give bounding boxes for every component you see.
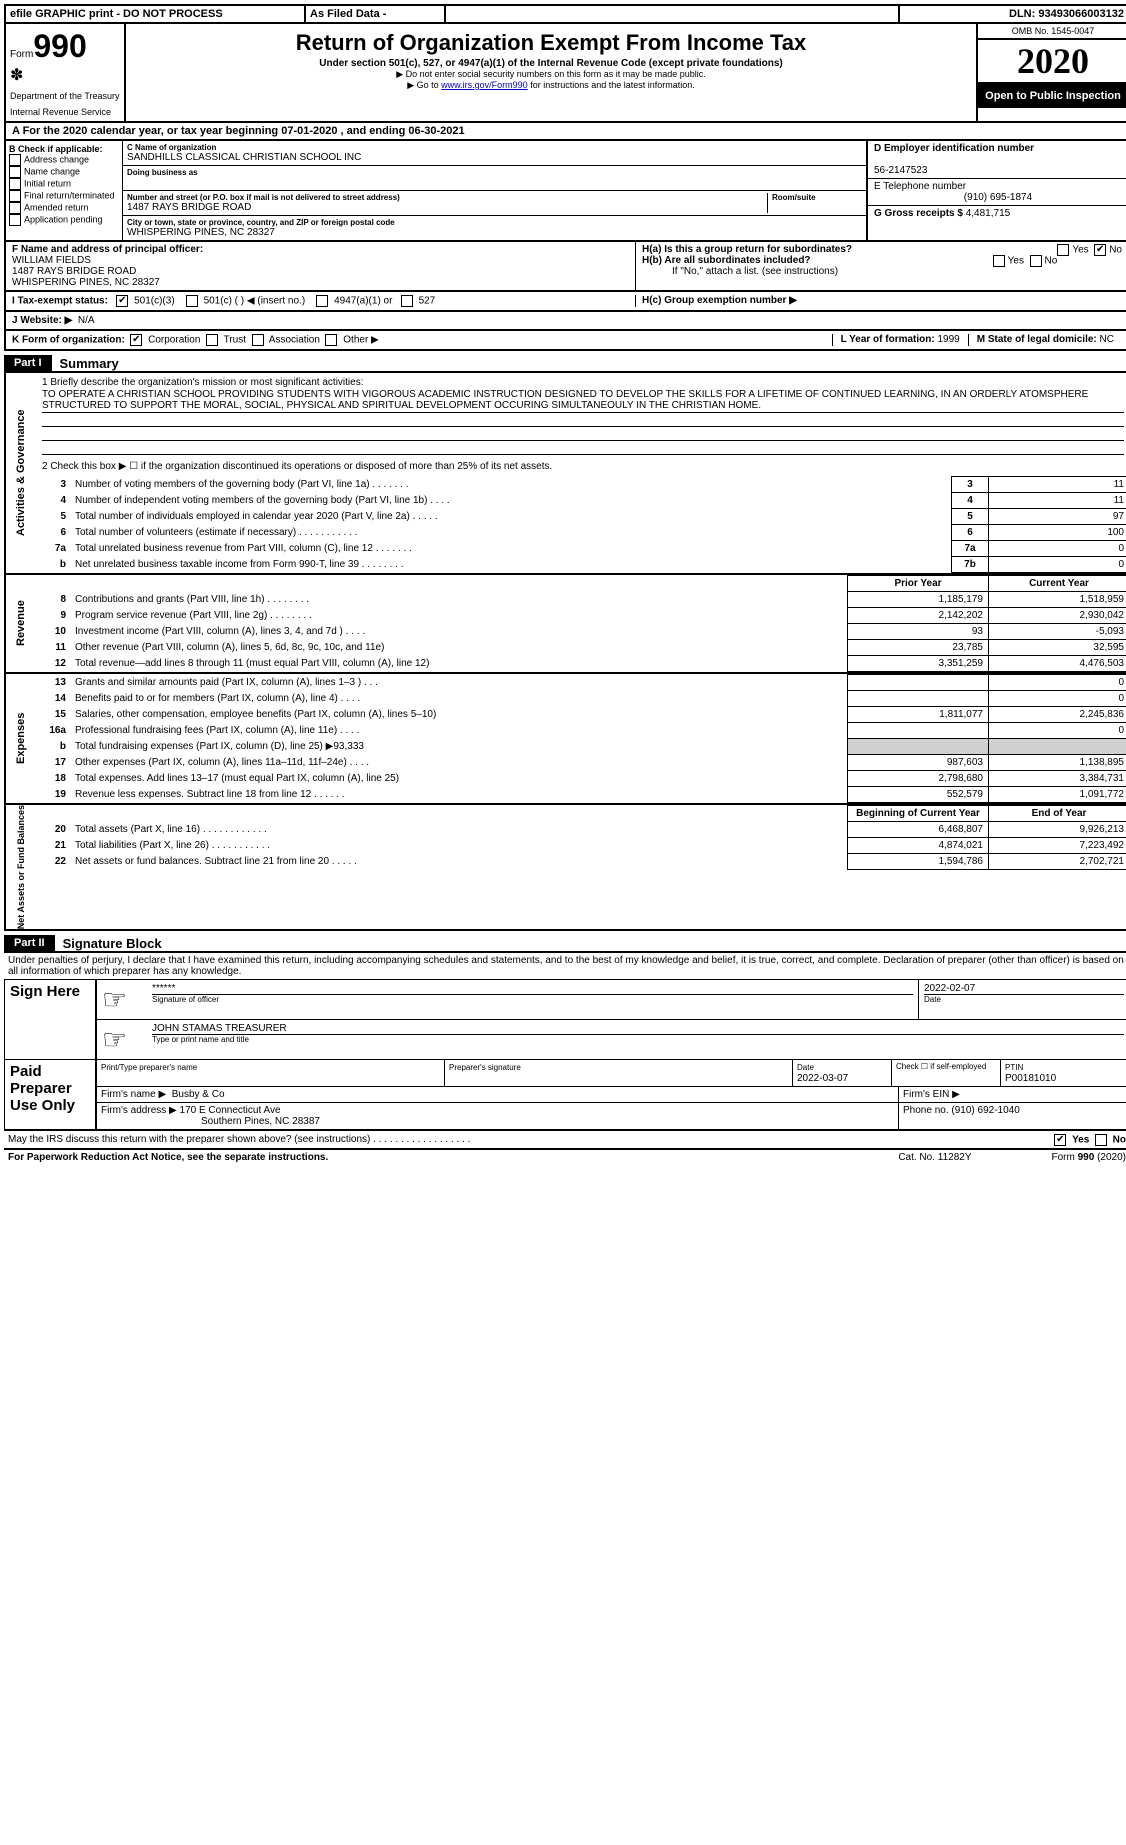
efile-label: efile GRAPHIC print - DO NOT PROCESS: [5, 5, 305, 23]
checkbox-initial-return[interactable]: [9, 178, 21, 190]
officer-sign-date: 2022-02-07: [924, 983, 1124, 994]
checkbox-hb-yes[interactable]: [993, 255, 1005, 267]
section-b: B Check if applicable: Address change Na…: [6, 141, 123, 240]
signature-block: Under penalties of perjury, I declare th…: [4, 951, 1126, 1148]
expenses-table: 13Grants and similar amounts paid (Part …: [36, 674, 1126, 803]
firm-address: 170 E Connecticut Ave: [180, 1105, 281, 1116]
ein: 56-2147523: [874, 165, 927, 176]
checkbox-name-change[interactable]: [9, 166, 21, 178]
section-d-e-g: D Employer identification number 56-2147…: [866, 141, 1126, 240]
checkbox-other[interactable]: [325, 334, 337, 346]
checkbox-application-pending[interactable]: [9, 214, 21, 226]
checkbox-amended-return[interactable]: [9, 202, 21, 214]
section-j: J Website: ▶ N/A: [4, 312, 1126, 331]
preparer-date: 2022-03-07: [797, 1073, 848, 1084]
dept-label: Department of the Treasury: [10, 91, 120, 101]
checkbox-4947[interactable]: [316, 295, 328, 307]
perjury-statement: Under penalties of perjury, I declare th…: [4, 953, 1126, 979]
section-f-h: F Name and address of principal officer:…: [4, 242, 1126, 292]
org-street: 1487 RAYS BRIDGE ROAD: [127, 202, 767, 213]
omb-number: OMB No. 1545-0047: [978, 24, 1126, 40]
revenue-table: Prior YearCurrent Year8Contributions and…: [36, 575, 1126, 672]
form-number: 990: [33, 28, 86, 64]
org-name: SANDHILLS CLASSICAL CHRISTIAN SCHOOL INC: [127, 152, 862, 163]
officer-name: WILLIAM FIELDS: [12, 255, 91, 266]
governance-table: 3Number of voting members of the governi…: [36, 476, 1126, 573]
form-title: Return of Organization Exempt From Incom…: [130, 30, 972, 56]
firm-phone: (910) 692-1040: [951, 1105, 1019, 1116]
section-a: A For the 2020 calendar year, or tax yea…: [4, 123, 1126, 141]
checkbox-discuss-no[interactable]: [1095, 1134, 1107, 1146]
website: N/A: [78, 315, 95, 326]
gross-receipts: 4,481,715: [966, 208, 1011, 219]
part1-header: Part I Summary: [4, 355, 1126, 371]
checkbox-ha-yes[interactable]: [1057, 244, 1069, 256]
side-governance: Activities & Governance: [4, 373, 36, 573]
section-i: I Tax-exempt status: 501(c)(3) 501(c) ( …: [4, 292, 1126, 312]
mission-text: TO OPERATE A CHRISTIAN SCHOOL PROVIDING …: [42, 388, 1124, 413]
page-footer: For Paperwork Reduction Act Notice, see …: [4, 1148, 1126, 1165]
state-domicile: NC: [1100, 334, 1114, 345]
part2-header: Part II Signature Block: [4, 935, 1126, 951]
top-bar: efile GRAPHIC print - DO NOT PROCESS As …: [4, 4, 1126, 24]
year-formation: 1999: [937, 334, 959, 345]
form-header: Form990 ✽ Department of the Treasury Int…: [4, 24, 1126, 123]
ptin: P00181010: [1005, 1073, 1056, 1084]
officer-name-title: JOHN STAMAS TREASURER: [152, 1023, 1124, 1034]
phone: (910) 695-1874: [874, 192, 1122, 203]
form990-link[interactable]: www.irs.gov/Form990: [441, 80, 528, 90]
checkbox-ha-no[interactable]: [1094, 244, 1106, 256]
org-info-grid: B Check if applicable: Address change Na…: [4, 141, 1126, 242]
checkbox-501c3[interactable]: [116, 295, 128, 307]
paid-preparer-label: Paid Preparer Use Only: [5, 1060, 97, 1130]
expenses-section: Expenses 13Grants and similar amounts pa…: [4, 672, 1126, 803]
side-net-assets: Net Assets or Fund Balances: [4, 805, 36, 929]
checkbox-corp[interactable]: [130, 334, 142, 346]
checkbox-assoc[interactable]: [252, 334, 264, 346]
org-city: WHISPERING PINES, NC 28327: [127, 227, 862, 238]
section-k-l-m: K Form of organization: Corporation Trus…: [4, 331, 1126, 351]
asfiled-label: As Filed Data -: [305, 5, 445, 23]
net-assets-table: Beginning of Current YearEnd of Year20To…: [36, 805, 1126, 870]
sign-here-label: Sign Here: [5, 980, 97, 1060]
checkbox-final-return[interactable]: [9, 190, 21, 202]
checkbox-527[interactable]: [401, 295, 413, 307]
firm-name: Busby & Co: [172, 1089, 225, 1100]
signature-pointer-icon: ☞: [96, 980, 147, 1020]
side-expenses: Expenses: [4, 674, 36, 803]
tax-year: 2020: [978, 40, 1126, 84]
dln: DLN: 93493066003132: [899, 5, 1126, 23]
checkbox-trust[interactable]: [206, 334, 218, 346]
side-revenue: Revenue: [4, 575, 36, 672]
checkbox-hb-no[interactable]: [1030, 255, 1042, 267]
revenue-section: Revenue Prior YearCurrent Year8Contribut…: [4, 573, 1126, 672]
checkbox-501c[interactable]: [186, 295, 198, 307]
checkbox-address-change[interactable]: [9, 154, 21, 166]
checkbox-discuss-yes[interactable]: [1054, 1134, 1066, 1146]
net-assets-section: Net Assets or Fund Balances Beginning of…: [4, 803, 1126, 931]
governance-section: Activities & Governance 1 Briefly descri…: [4, 371, 1126, 573]
open-public-badge: Open to Public Inspection: [978, 84, 1126, 108]
section-c: C Name of organization SANDHILLS CLASSIC…: [123, 141, 866, 240]
